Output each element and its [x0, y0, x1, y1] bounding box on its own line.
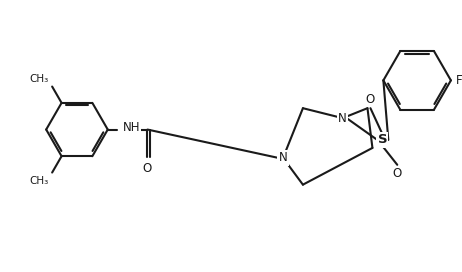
Text: O: O — [393, 167, 402, 180]
Text: O: O — [366, 93, 375, 106]
Text: CH₃: CH₃ — [29, 175, 48, 186]
Text: F: F — [456, 74, 462, 87]
Text: NH: NH — [122, 121, 140, 134]
Text: O: O — [143, 162, 152, 175]
Text: S: S — [377, 134, 387, 147]
Text: N: N — [338, 112, 347, 125]
Text: N: N — [279, 151, 287, 164]
Text: CH₃: CH₃ — [29, 73, 48, 84]
